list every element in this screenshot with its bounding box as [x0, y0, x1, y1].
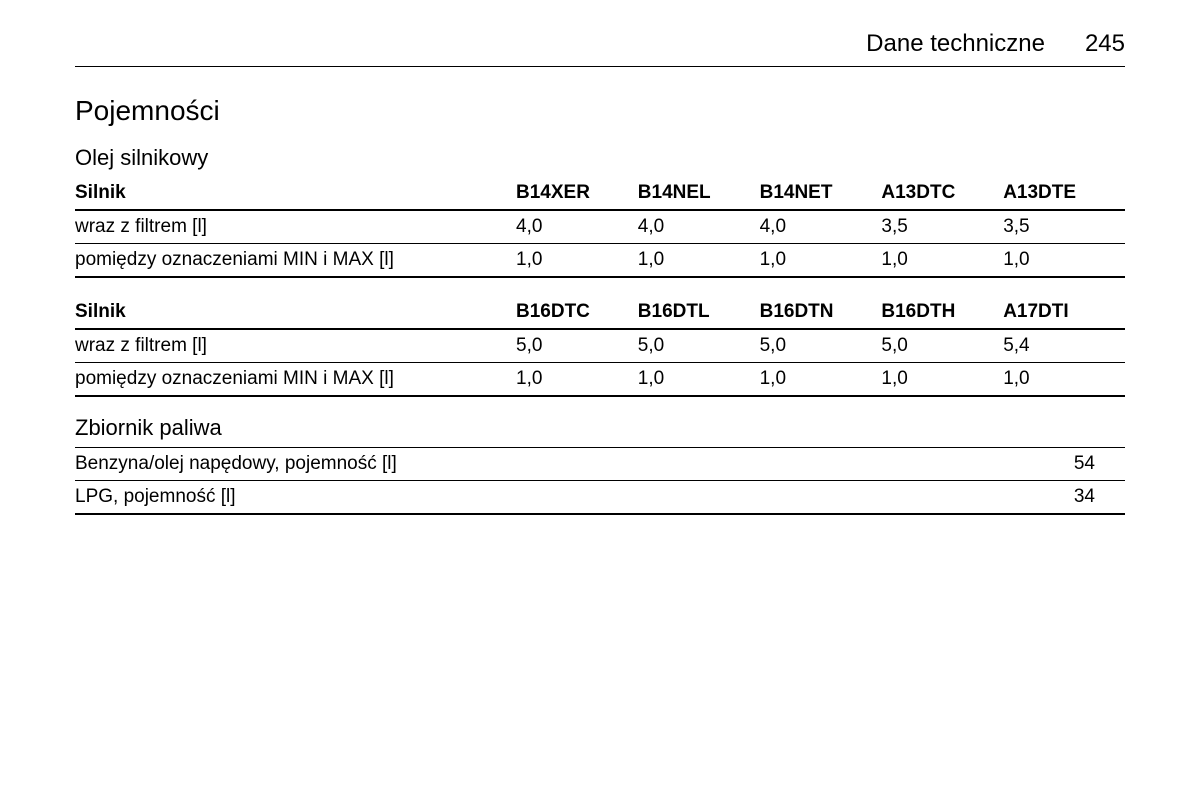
section-title: Pojemności — [75, 95, 1125, 127]
cell-value: 4,0 — [516, 210, 638, 244]
row-label: pomiędzy oznaczeniami MIN i MAX [l] — [75, 363, 516, 397]
engine-col-header: B16DTC — [516, 296, 638, 329]
engine-col-header: A13DTC — [881, 177, 1003, 210]
table-row: pomiędzy oznaczeniami MIN i MAX [l] 1,0 … — [75, 244, 1125, 278]
table-row: wraz z filtrem [l] 4,0 4,0 4,0 3,5 3,5 — [75, 210, 1125, 244]
cell-value: 1,0 — [638, 244, 760, 278]
cell-value: 1,0 — [516, 244, 638, 278]
cell-value: 54 — [516, 448, 1125, 481]
oil-table-1: Silnik B14XER B14NEL B14NET A13DTC A13DT… — [75, 177, 1125, 278]
table-row: pomiędzy oznaczeniami MIN i MAX [l] 1,0 … — [75, 363, 1125, 397]
header-title: Dane techniczne — [866, 30, 1045, 58]
oil-subsection-title: Olej silnikowy — [75, 145, 1125, 171]
cell-value: 34 — [516, 481, 1125, 515]
cell-value: 1,0 — [1003, 363, 1125, 397]
cell-value: 5,0 — [760, 329, 882, 363]
oil-table-2: Silnik B16DTC B16DTL B16DTN B16DTH A17DT… — [75, 296, 1125, 397]
page-number: 245 — [1085, 30, 1125, 58]
engine-col-header: B16DTH — [881, 296, 1003, 329]
cell-value: 5,0 — [638, 329, 760, 363]
cell-value: 1,0 — [760, 363, 882, 397]
table-header-row: Silnik B16DTC B16DTL B16DTN B16DTH A17DT… — [75, 296, 1125, 329]
cell-value: 1,0 — [881, 244, 1003, 278]
table-row: LPG, pojemność [l] 34 — [75, 481, 1125, 515]
engine-col-header: B16DTL — [638, 296, 760, 329]
cell-value: 1,0 — [760, 244, 882, 278]
row-header-label: Silnik — [75, 296, 516, 329]
fuel-table: Benzyna/olej napędowy, pojemność [l] 54 … — [75, 447, 1125, 515]
engine-col-header: B14NET — [760, 177, 882, 210]
cell-value: 3,5 — [1003, 210, 1125, 244]
engine-col-header: B16DTN — [760, 296, 882, 329]
cell-value: 5,0 — [881, 329, 1003, 363]
cell-value: 1,0 — [638, 363, 760, 397]
cell-value: 5,0 — [516, 329, 638, 363]
page-header: Dane techniczne 245 — [75, 30, 1125, 67]
engine-col-header: B14NEL — [638, 177, 760, 210]
cell-value: 1,0 — [881, 363, 1003, 397]
row-header-label: Silnik — [75, 177, 516, 210]
engine-col-header: A17DTI — [1003, 296, 1125, 329]
table-row: Benzyna/olej napędowy, pojemność [l] 54 — [75, 448, 1125, 481]
engine-col-header: A13DTE — [1003, 177, 1125, 210]
row-label: LPG, pojemność [l] — [75, 481, 516, 515]
engine-col-header: B14XER — [516, 177, 638, 210]
row-label: Benzyna/olej napędowy, pojemność [l] — [75, 448, 516, 481]
row-label: pomiędzy oznaczeniami MIN i MAX [l] — [75, 244, 516, 278]
cell-value: 3,5 — [881, 210, 1003, 244]
fuel-subsection-title: Zbiornik paliwa — [75, 415, 1125, 441]
table-row: wraz z filtrem [l] 5,0 5,0 5,0 5,0 5,4 — [75, 329, 1125, 363]
table-header-row: Silnik B14XER B14NEL B14NET A13DTC A13DT… — [75, 177, 1125, 210]
row-label: wraz z filtrem [l] — [75, 329, 516, 363]
cell-value: 4,0 — [638, 210, 760, 244]
cell-value: 1,0 — [516, 363, 638, 397]
cell-value: 1,0 — [1003, 244, 1125, 278]
cell-value: 5,4 — [1003, 329, 1125, 363]
row-label: wraz z filtrem [l] — [75, 210, 516, 244]
cell-value: 4,0 — [760, 210, 882, 244]
